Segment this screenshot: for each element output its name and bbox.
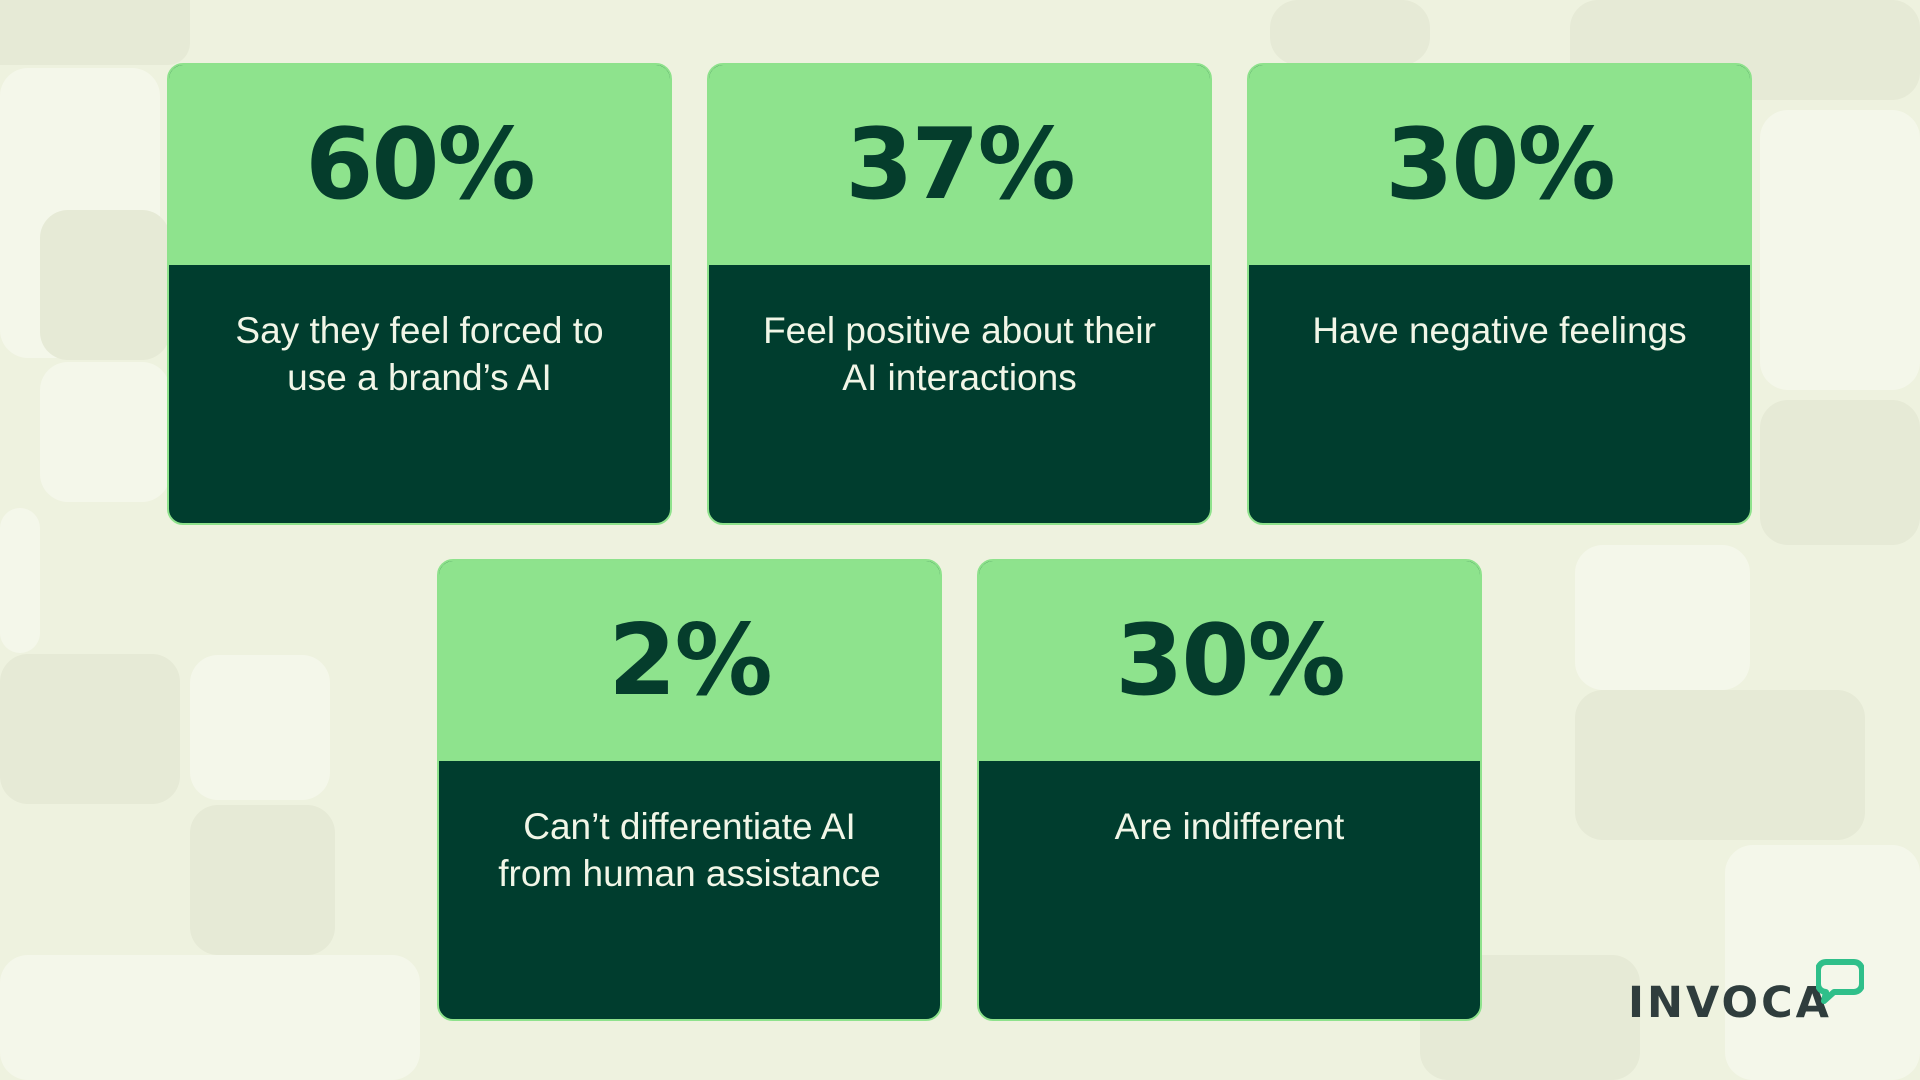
background-tile [0, 0, 190, 65]
stat-description-line: Say they feel forced to [235, 310, 604, 351]
stat-description-line: Are indifferent [1114, 806, 1345, 847]
background-tile [40, 210, 170, 360]
stat-description-line: AI interactions [842, 357, 1077, 398]
logo-wordmark: INVOCA [1628, 978, 1832, 1028]
stat-description-line: Have negative feelings [1312, 310, 1687, 351]
background-tile [0, 508, 40, 653]
stat-description-line: Feel positive about their [763, 310, 1156, 351]
stat-card: 30% Are indifferent [977, 559, 1482, 1021]
stat-value: 30% [1115, 604, 1346, 718]
speech-bubble-icon [1816, 959, 1864, 1004]
background-tile [1575, 545, 1750, 690]
stat-description: Say they feel forced to use a brand’s AI [169, 265, 670, 401]
stat-value: 30% [1385, 108, 1616, 222]
stat-card: 30% Have negative feelings [1247, 63, 1752, 525]
stat-card-header: 30% [1249, 65, 1750, 265]
background-tile [1575, 690, 1865, 840]
stat-value: 60% [305, 108, 536, 222]
stat-description: Are indifferent [979, 761, 1480, 850]
stat-description-line: Can’t differentiate AI [523, 806, 856, 847]
stat-description-line: from human assistance [498, 853, 881, 894]
stat-value: 2% [608, 604, 772, 718]
background-tile [40, 362, 170, 502]
stat-description: Feel positive about their AI interaction… [709, 265, 1210, 401]
background-tile [1760, 400, 1920, 545]
stat-description: Have negative feelings [1249, 265, 1750, 354]
stat-card-header: 2% [439, 561, 940, 761]
stat-card-header: 60% [169, 65, 670, 265]
stat-card: 2% Can’t differentiate AI from human ass… [437, 559, 942, 1021]
stat-card: 37% Feel positive about their AI interac… [707, 63, 1212, 525]
stat-card-header: 37% [709, 65, 1210, 265]
background-tile [0, 955, 420, 1080]
background-tile [190, 655, 330, 800]
background-tile [0, 654, 180, 804]
stat-card-header: 30% [979, 561, 1480, 761]
background-tile [1270, 0, 1430, 65]
invoca-logo: INVOCA [1628, 958, 1868, 1038]
background-tile [190, 805, 335, 955]
stat-description: Can’t differentiate AI from human assist… [439, 761, 940, 897]
stat-card: 60% Say they feel forced to use a brand’… [167, 63, 672, 525]
stat-value: 37% [845, 108, 1076, 222]
stat-description-line: use a brand’s AI [287, 357, 552, 398]
background-tile [1760, 110, 1920, 390]
